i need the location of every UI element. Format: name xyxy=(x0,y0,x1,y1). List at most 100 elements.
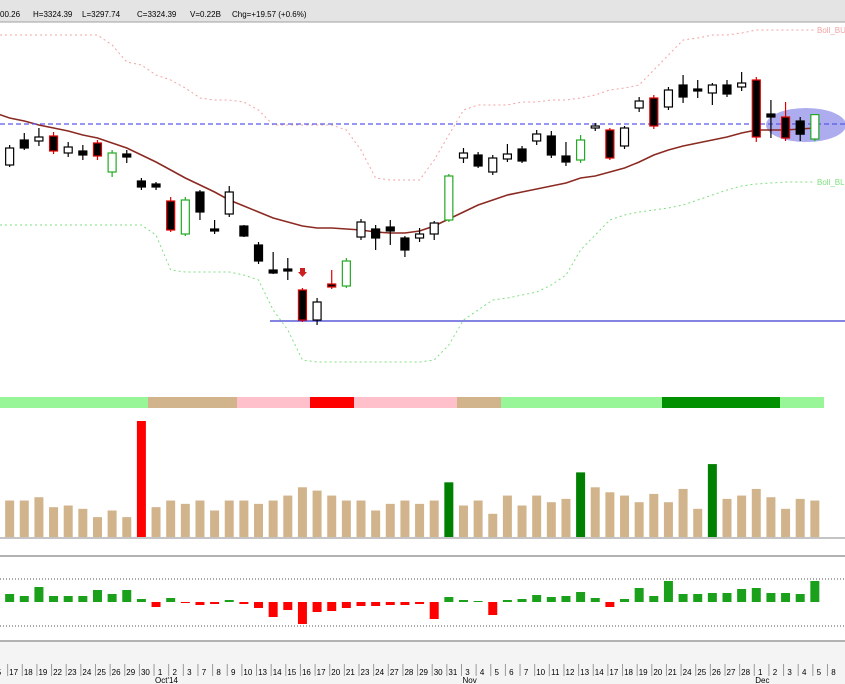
histogram-bar xyxy=(151,602,161,607)
histogram-bar xyxy=(429,602,439,619)
strip-segment xyxy=(457,397,501,408)
volume-bar xyxy=(356,500,366,537)
x-tick-label: 1 xyxy=(158,668,163,677)
candle-body xyxy=(458,152,469,159)
signal-strip xyxy=(0,397,824,408)
volume-bar xyxy=(502,495,512,537)
volume-bar xyxy=(210,510,220,537)
histogram-bar xyxy=(283,602,293,610)
x-tick-label: 8 xyxy=(216,668,221,677)
histogram-bar xyxy=(415,602,425,604)
info-text: Chg=+19.57 (+0.6%) xyxy=(232,10,307,19)
candle-body xyxy=(766,113,776,118)
x-tick-label: 30 xyxy=(434,668,443,677)
x-tick-label: 16 xyxy=(302,668,311,677)
x-tick-label: 4 xyxy=(802,668,807,677)
volume-bar xyxy=(707,464,717,537)
volume-bar xyxy=(151,507,161,537)
histogram-bar xyxy=(5,594,15,602)
x-tick-label: 7 xyxy=(202,668,207,677)
volume-bar xyxy=(341,500,351,537)
band-label: Boll_BL xyxy=(817,178,845,187)
histogram-bar xyxy=(78,596,88,602)
candle-body xyxy=(678,84,688,98)
candle-body xyxy=(722,84,732,95)
histogram-bar xyxy=(239,602,249,604)
candle-body xyxy=(575,139,586,161)
histogram-bar xyxy=(92,590,102,602)
x-tick-label: 5 xyxy=(0,668,2,677)
candle-body xyxy=(619,127,630,147)
candle-body xyxy=(224,191,234,215)
x-tick-label: 4 xyxy=(480,668,485,677)
candle-body xyxy=(253,244,264,262)
candle-body xyxy=(532,133,542,142)
candle-body xyxy=(327,283,337,288)
strip-segment xyxy=(662,397,780,408)
x-tick-label: 28 xyxy=(741,668,750,677)
histogram-bar xyxy=(254,602,264,608)
volume-bar xyxy=(532,495,542,537)
x-tick-label: 24 xyxy=(375,668,384,677)
volume-bar xyxy=(693,508,703,537)
histogram-bar xyxy=(224,600,234,602)
x-tick-label: 1 xyxy=(758,668,763,677)
volume-bar xyxy=(224,500,234,537)
histogram-bar xyxy=(297,602,307,624)
x-tick-label: 18 xyxy=(24,668,33,677)
info-line: 00.26 H=3324.39 L=3297.74 C=3324.39 V=0.22B C… xyxy=(0,10,307,19)
volume-bar xyxy=(180,503,190,537)
volume-bar xyxy=(400,500,410,537)
histogram-bar xyxy=(268,602,278,617)
x-tick-label: 3 xyxy=(465,668,470,677)
volume-bar xyxy=(620,495,630,537)
volume-bar xyxy=(517,505,527,537)
candle-body xyxy=(180,199,190,235)
x-tick-label: 28 xyxy=(404,668,413,677)
histogram-bar xyxy=(751,588,761,602)
signal-arrow xyxy=(298,268,307,277)
histogram-bar xyxy=(312,602,322,612)
candle-body xyxy=(810,114,820,140)
candle-body xyxy=(634,100,644,109)
histogram-bar xyxy=(341,602,351,608)
volume-bar xyxy=(561,498,571,537)
histogram-bar xyxy=(400,602,410,605)
histogram-bar xyxy=(649,596,659,602)
histogram-bar xyxy=(136,599,146,602)
x-tick-label: 8 xyxy=(831,668,836,677)
candle-body xyxy=(341,260,351,287)
x-tick-label: 13 xyxy=(258,668,267,677)
candle-body xyxy=(239,225,249,237)
candle-body xyxy=(444,175,454,221)
histogram-bar xyxy=(766,593,776,602)
volume-bar xyxy=(663,502,673,537)
histogram-bar xyxy=(63,596,73,602)
price-panel xyxy=(0,29,845,363)
candle-body xyxy=(605,129,615,159)
x-tick-label: 17 xyxy=(609,668,618,677)
candle-body xyxy=(92,142,103,157)
candle-body xyxy=(166,200,176,231)
candle-body xyxy=(561,155,571,163)
candle-body xyxy=(546,135,556,156)
x-tick-label: 23 xyxy=(68,668,77,677)
volume-bar xyxy=(576,472,586,537)
month-label: Oct'14 xyxy=(155,676,178,684)
volume-bar xyxy=(634,502,644,537)
histogram-bar xyxy=(166,598,176,602)
candle-body xyxy=(268,269,278,274)
volume-bar xyxy=(444,482,454,537)
histogram-bar xyxy=(561,596,571,602)
x-tick-label: 23 xyxy=(361,668,370,677)
volume-bar xyxy=(605,492,615,537)
candle-body xyxy=(517,148,527,162)
histogram-bar xyxy=(722,593,732,602)
volume-bar xyxy=(649,493,659,537)
volume-bar xyxy=(766,497,776,537)
candle-body xyxy=(297,289,308,321)
x-tick-label: 19 xyxy=(639,668,648,677)
histogram-bar xyxy=(810,581,820,602)
x-tick-label: 22 xyxy=(53,668,62,677)
histogram-bar xyxy=(371,602,381,606)
